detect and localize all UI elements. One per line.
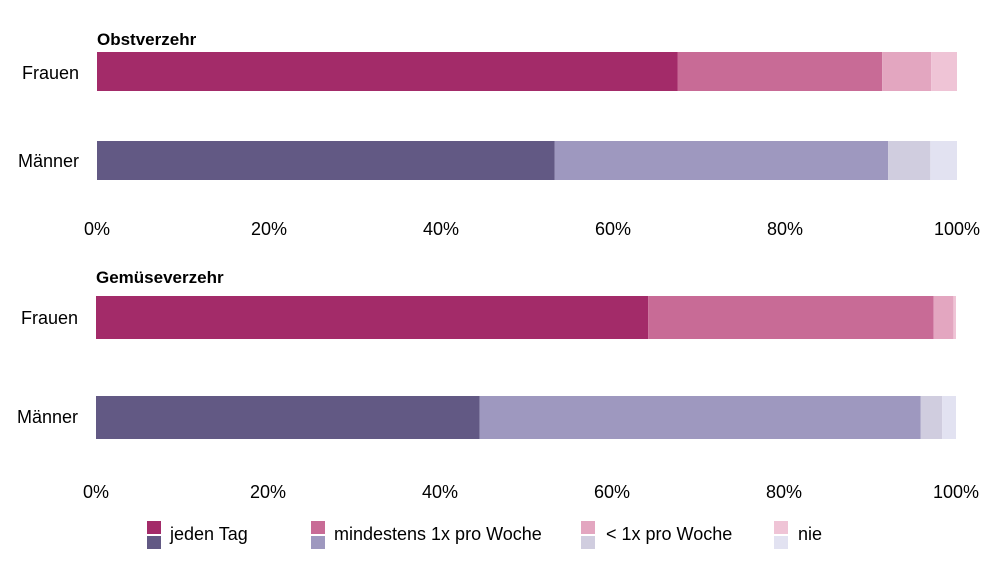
- bar-group: [97, 52, 957, 180]
- category-label: Männer: [17, 407, 78, 427]
- legend-label: nie: [798, 524, 822, 544]
- bar-segment: [96, 396, 480, 439]
- legend-swatch-bottom: [581, 536, 595, 549]
- legend-label: < 1x pro Woche: [606, 524, 732, 544]
- bar-segment: [648, 296, 934, 339]
- bar-segment: [554, 141, 889, 180]
- x-tick-label: 100%: [933, 482, 979, 502]
- bar-segment: [931, 52, 957, 91]
- legend-label: mindestens 1x pro Woche: [334, 524, 542, 544]
- bar-segment: [97, 141, 555, 180]
- panel-title: Obstverzehr: [97, 30, 197, 49]
- legend-item: < 1x pro Woche: [581, 521, 732, 549]
- legend-swatch-top: [147, 521, 161, 534]
- category-label: Männer: [18, 151, 79, 171]
- bar-group: [96, 296, 956, 439]
- legend-item: nie: [774, 521, 822, 549]
- panel-gemueseverzehr: Gemüseverzehr Frauen Männer 0% 20% 40% 6…: [17, 268, 979, 502]
- x-tick-label: 60%: [594, 482, 630, 502]
- x-tick-label: 40%: [423, 219, 459, 239]
- x-tick-label: 100%: [934, 219, 980, 239]
- x-axis-ticks: 0% 20% 40% 60% 80% 100%: [84, 219, 980, 239]
- bar-segment: [942, 396, 956, 439]
- x-tick-label: 80%: [766, 482, 802, 502]
- x-tick-label: 60%: [595, 219, 631, 239]
- legend-swatch-bottom: [774, 536, 788, 549]
- bar-segment: [920, 396, 943, 439]
- x-tick-label: 40%: [422, 482, 458, 502]
- legend-item: mindestens 1x pro Woche: [311, 521, 542, 549]
- x-tick-label: 0%: [84, 219, 110, 239]
- bar-segment: [677, 52, 883, 91]
- legend-swatch-top: [311, 521, 325, 534]
- legend: jeden Tag mindestens 1x pro Woche < 1x p…: [147, 521, 822, 549]
- legend-swatch-bottom: [311, 536, 325, 549]
- x-tick-label: 80%: [767, 219, 803, 239]
- bar-segment: [888, 141, 931, 180]
- bar-segment: [96, 296, 649, 339]
- bar-segment: [933, 296, 954, 339]
- bar-segment: [479, 396, 921, 439]
- legend-swatch-top: [581, 521, 595, 534]
- legend-item: jeden Tag: [147, 521, 248, 549]
- legend-swatch-bottom: [147, 536, 161, 549]
- x-axis-ticks: 0% 20% 40% 60% 80% 100%: [83, 482, 979, 502]
- legend-swatch-top: [774, 521, 788, 534]
- x-tick-label: 20%: [251, 219, 287, 239]
- x-tick-label: 20%: [250, 482, 286, 502]
- bar-segment: [930, 141, 957, 180]
- bar-segment: [97, 52, 678, 91]
- category-label: Frauen: [22, 63, 79, 83]
- x-tick-label: 0%: [83, 482, 109, 502]
- panel-obstverzehr: Obstverzehr Frauen Männer 0% 20% 40% 60%…: [18, 30, 980, 239]
- legend-label: jeden Tag: [169, 524, 248, 544]
- panel-title: Gemüseverzehr: [96, 268, 224, 287]
- bar-segment: [882, 52, 932, 91]
- category-label: Frauen: [21, 308, 78, 328]
- bar-segment: [953, 296, 956, 339]
